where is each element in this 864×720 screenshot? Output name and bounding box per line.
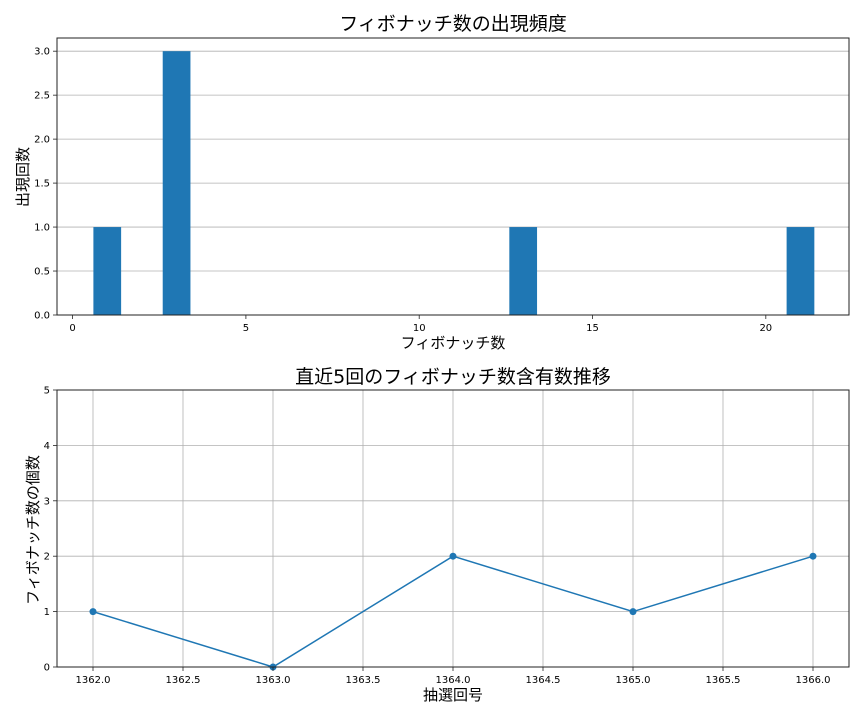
data-point-marker xyxy=(809,552,817,560)
x-tick-label: 1365.5 xyxy=(706,675,741,686)
x-tick-label: 5 xyxy=(243,323,249,334)
y-tick-label: 2.5 xyxy=(34,91,50,102)
chart2-gridlines xyxy=(57,389,849,668)
x-tick-label: 1364.0 xyxy=(436,675,471,686)
x-tick-label: 1362.0 xyxy=(76,675,111,686)
chart1-y-ticks: 0.0 0.5 1.0 1.5 2.0 2.5 3.0 xyxy=(34,47,57,322)
y-tick-label: 0 xyxy=(44,663,50,674)
x-tick-label: 20 xyxy=(759,323,772,334)
bar xyxy=(93,227,122,315)
chart2-x-ticks: 1362.0 1362.5 1363.0 1363.5 1364.0 1364.5 1365… xyxy=(76,667,831,686)
bar xyxy=(162,51,191,315)
x-tick-label: 1365.0 xyxy=(616,675,651,686)
y-tick-label: 1 xyxy=(44,607,50,618)
bar xyxy=(786,227,815,315)
chart1-x-axis-label: フィボナッチ数 xyxy=(401,334,506,352)
y-tick-label: 1.0 xyxy=(34,223,50,234)
data-point-marker xyxy=(449,552,457,560)
data-point-marker xyxy=(629,608,637,616)
chart1-y-axis-label: 出現回数 xyxy=(14,147,32,207)
y-tick-label: 1.5 xyxy=(34,179,50,190)
data-point-marker xyxy=(89,608,97,616)
chart2-y-axis-label: フィボナッチ数の個数 xyxy=(24,455,42,605)
y-tick-label: 3 xyxy=(44,496,50,507)
chart2-title: 直近5回のフィボナッチ数含有数推移 xyxy=(295,366,611,388)
frequency-bar-chart: フィボナッチ数の出現頻度 0 5 10 15 20 0.0 0.5 1.0 1.5 2.0 2.5… xyxy=(14,13,850,352)
x-tick-label: 10 xyxy=(413,323,426,334)
trend-line-chart: 直近5回のフィボナッチ数含有数推移 1362.0 1362.5 1363.0 1363… xyxy=(24,366,850,704)
y-tick-label: 5 xyxy=(44,386,50,397)
x-tick-label: 1362.5 xyxy=(166,675,201,686)
chart1-bars xyxy=(93,51,815,315)
chart2-y-ticks: 0 1 2 3 4 5 xyxy=(44,386,57,674)
x-tick-label: 1366.0 xyxy=(796,675,831,686)
chart1-x-ticks: 0 5 10 15 20 xyxy=(69,315,772,334)
x-tick-label: 1363.5 xyxy=(346,675,381,686)
x-tick-label: 1363.0 xyxy=(256,675,291,686)
chart1-title: フィボナッチ数の出現頻度 xyxy=(339,13,567,35)
y-tick-label: 0.0 xyxy=(34,311,50,322)
y-tick-label: 4 xyxy=(44,441,50,452)
chart1-axes-frame xyxy=(56,37,850,316)
chart2-line-series xyxy=(89,552,817,671)
x-tick-label: 1364.5 xyxy=(526,675,561,686)
y-tick-label: 3.0 xyxy=(34,47,50,58)
x-tick-label: 0 xyxy=(69,323,75,334)
y-tick-label: 2.0 xyxy=(34,135,50,146)
bar xyxy=(509,227,538,315)
x-tick-label: 15 xyxy=(586,323,599,334)
chart2-x-axis-label: 抽選回号 xyxy=(423,686,483,704)
y-tick-label: 0.5 xyxy=(34,267,50,278)
y-tick-label: 2 xyxy=(44,552,50,563)
